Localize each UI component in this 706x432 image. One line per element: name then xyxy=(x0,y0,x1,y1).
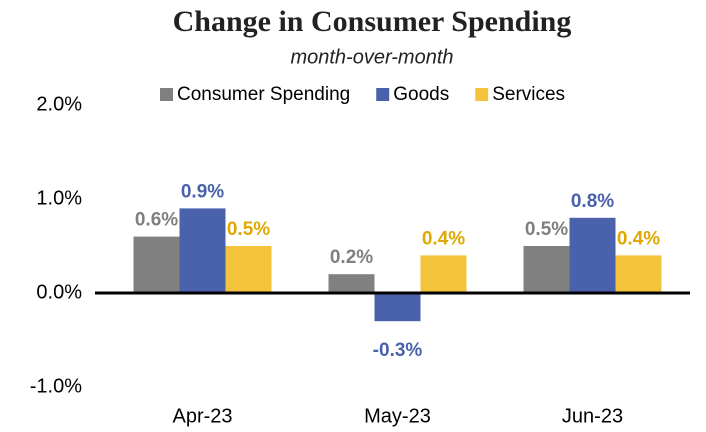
legend-swatch xyxy=(160,88,173,101)
bar xyxy=(523,246,570,293)
value-label: -0.3% xyxy=(373,340,423,361)
y-tick-label: 2.0% xyxy=(36,93,82,115)
x-tick-label: Jun-23 xyxy=(562,405,623,427)
bar xyxy=(420,255,467,293)
value-label: 0.2% xyxy=(330,247,373,268)
value-label: 0.4% xyxy=(422,228,465,249)
legend-swatch xyxy=(475,88,489,101)
value-label: 0.8% xyxy=(571,191,614,212)
value-label: 0.6% xyxy=(135,210,178,231)
legend-swatch xyxy=(376,88,390,101)
x-tick-label: May-23 xyxy=(364,405,431,427)
legend-label: Services xyxy=(492,84,565,105)
legend-label: Consumer Spending xyxy=(177,84,350,105)
bar xyxy=(133,236,180,293)
value-label: 0.4% xyxy=(617,228,660,249)
value-label: 0.9% xyxy=(181,181,224,202)
value-label: 0.5% xyxy=(525,219,568,240)
bar xyxy=(615,255,662,293)
value-label: 0.5% xyxy=(227,219,270,240)
y-tick-label: -1.0% xyxy=(30,375,82,397)
y-tick-label: 1.0% xyxy=(36,187,82,209)
chart-title: Change in Consumer Spending xyxy=(173,5,572,38)
legend-label: Goods xyxy=(393,84,449,105)
y-tick-label: 0.0% xyxy=(36,281,82,303)
bar xyxy=(569,217,616,293)
chart-subtitle: month-over-month xyxy=(290,46,453,68)
bar xyxy=(374,293,421,322)
bar xyxy=(225,246,272,293)
bar xyxy=(179,208,226,293)
x-tick-label: Apr-23 xyxy=(172,405,232,427)
bar xyxy=(328,274,375,293)
